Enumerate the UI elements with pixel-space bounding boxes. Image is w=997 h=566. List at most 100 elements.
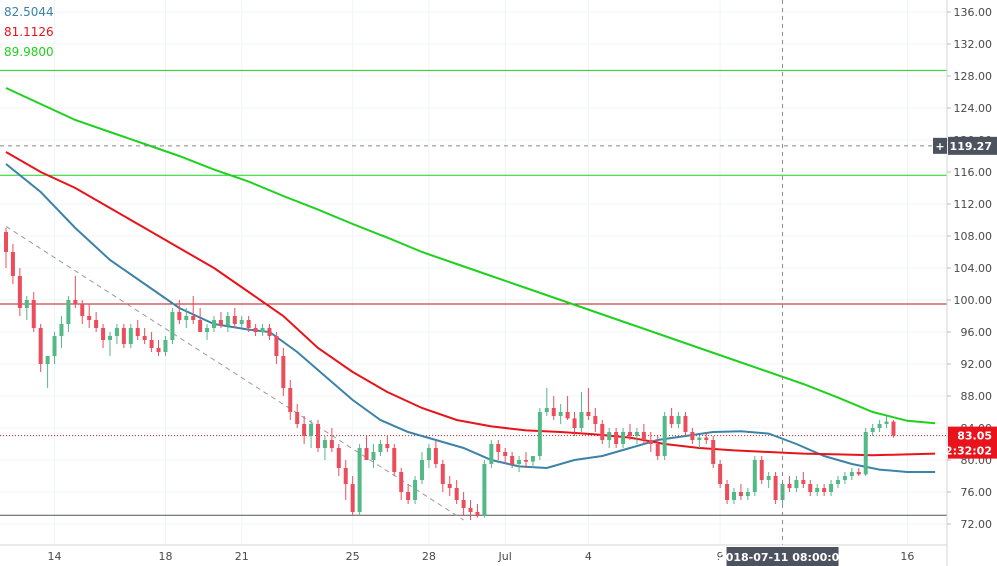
candle (475, 504, 480, 518)
candle (815, 484, 820, 496)
candle-body (406, 492, 411, 500)
candle-body (274, 336, 279, 356)
candle-body (745, 492, 750, 496)
candle-body (454, 488, 459, 500)
candle (572, 412, 577, 436)
candle (676, 412, 681, 428)
candle (413, 476, 418, 504)
candle (503, 448, 508, 464)
candle (225, 312, 230, 332)
candle-body (267, 328, 272, 336)
candle (212, 316, 216, 332)
candle-body (822, 488, 827, 492)
candle (10, 244, 15, 284)
candle (600, 420, 605, 444)
candle (149, 332, 154, 352)
candle (711, 436, 716, 468)
candle (836, 476, 840, 488)
candle (343, 460, 348, 500)
candle (274, 332, 279, 364)
y-tick-label: 136.00 (954, 6, 993, 19)
candle (336, 444, 341, 476)
y-tick-label: 116.00 (954, 166, 993, 179)
candle (121, 324, 126, 348)
candle-body (634, 432, 639, 436)
candle (156, 340, 161, 356)
candlesticks (4, 228, 896, 520)
candle (725, 480, 730, 504)
candle (329, 428, 334, 452)
crosshair-plus-button (933, 137, 947, 154)
crosshair-price-label: 119.27 (950, 140, 992, 153)
legend-item-sma-green: 89.9800 (4, 45, 54, 59)
candle (787, 476, 792, 492)
candle (655, 436, 660, 460)
candle (607, 428, 612, 448)
candle-body (558, 412, 563, 416)
candle (17, 268, 22, 316)
candle-body (870, 428, 875, 432)
legend-item-sma-blue: 82.5044 (4, 5, 54, 19)
candle (246, 316, 251, 332)
candle-body (725, 484, 730, 500)
candle-body (191, 316, 196, 320)
candle (558, 404, 563, 424)
candle-body (309, 424, 314, 436)
last-price-tag (948, 426, 997, 459)
candle (205, 324, 210, 340)
candle-body (218, 320, 223, 326)
candle-body (350, 484, 355, 512)
candle (357, 444, 362, 516)
candle-body (676, 416, 681, 424)
x-tick-label: 25 (346, 550, 360, 563)
candle-body (801, 480, 806, 484)
y-tick-label: 128.00 (954, 70, 993, 83)
candle (80, 300, 85, 324)
candle (697, 436, 702, 448)
candle-body (364, 448, 369, 460)
candle (59, 316, 64, 348)
candle-body (101, 328, 106, 340)
candle-body (600, 424, 605, 440)
candle-body (66, 300, 71, 324)
candle (420, 452, 424, 484)
candle-body (302, 424, 307, 436)
candle (614, 428, 619, 448)
candle-body (114, 328, 119, 336)
candle-body (135, 328, 140, 336)
candle-body (565, 412, 570, 419)
candle (822, 484, 827, 496)
candle (738, 484, 743, 500)
candle (690, 428, 695, 444)
candle-body (378, 444, 383, 452)
candle (489, 440, 494, 468)
candle-body (579, 412, 584, 428)
candle-body (524, 460, 528, 462)
candle-body (225, 316, 230, 326)
candle-body (655, 444, 660, 456)
candle-body (108, 336, 112, 340)
candle (586, 388, 591, 420)
y-tick-label: 108.00 (954, 230, 993, 243)
candle-body (392, 448, 397, 472)
x-tick-label: 9 (717, 550, 724, 563)
x-tick-label: 4 (585, 550, 592, 563)
candle-body (128, 328, 133, 344)
candle-body (440, 464, 445, 484)
candle (177, 300, 182, 324)
candle (267, 324, 272, 340)
candle (884, 416, 889, 428)
candle-body (433, 448, 438, 464)
candle-body (766, 476, 771, 480)
candle (669, 408, 674, 428)
candle (461, 492, 466, 516)
candle-body (759, 460, 764, 480)
candle-body (288, 388, 293, 412)
candle (101, 324, 106, 348)
candle-body (184, 316, 189, 320)
candle (399, 468, 404, 500)
candle (66, 296, 71, 332)
candle (842, 472, 847, 484)
candle-body (420, 460, 424, 480)
